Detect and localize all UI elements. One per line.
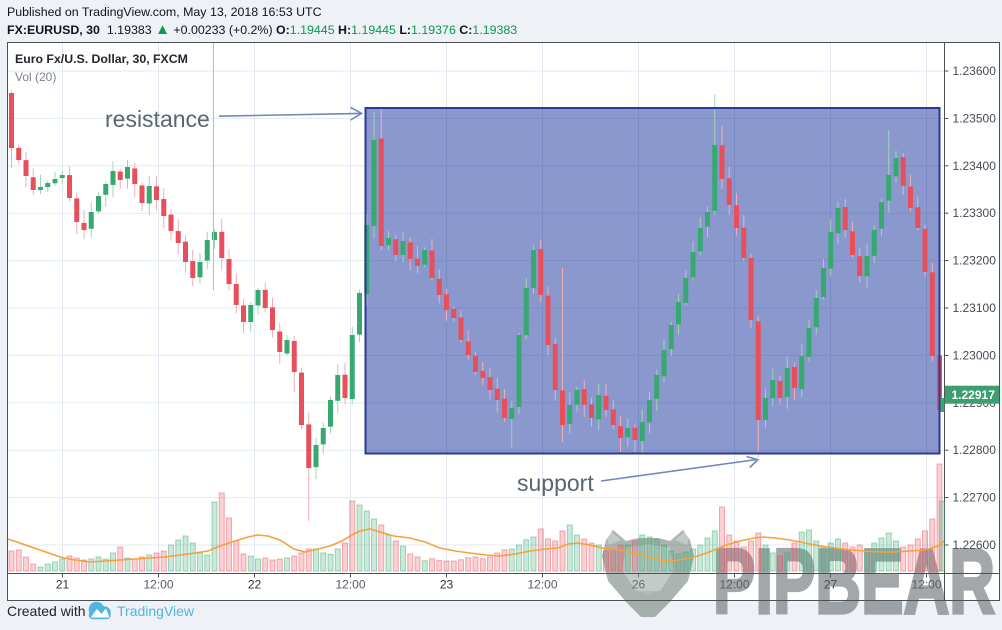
svg-text:1.22800: 1.22800	[953, 443, 997, 457]
svg-text:Published on TradingView.com,: Published on TradingView.com, May 13, 20…	[7, 5, 322, 19]
svg-text:1.23200: 1.23200	[953, 254, 997, 268]
svg-text:support: support	[517, 470, 594, 496]
svg-text:1.23500: 1.23500	[953, 111, 997, 125]
svg-text:22: 22	[248, 578, 262, 592]
svg-text:1.23600: 1.23600	[953, 64, 997, 78]
svg-text:27: 27	[824, 578, 838, 592]
svg-text:12:00: 12:00	[527, 578, 557, 592]
svg-text:1.23400: 1.23400	[953, 159, 997, 173]
svg-text:12:00: 12:00	[719, 578, 749, 592]
svg-text:FX:EURUSD, 30 1.19383 ▲ +0.00: FX:EURUSD, 30 1.19383 ▲ +0.00233 (+0.2%)…	[7, 21, 517, 38]
svg-text:Euro Fx/U.S. Dollar, 30, FXCM: Euro Fx/U.S. Dollar, 30, FXCM	[15, 52, 188, 66]
svg-text:1.23000: 1.23000	[953, 348, 997, 362]
svg-text:TradingView: TradingView	[117, 603, 195, 619]
svg-text:23: 23	[440, 578, 454, 592]
svg-text:1.22917: 1.22917	[952, 388, 996, 402]
svg-text:12:00: 12:00	[335, 578, 365, 592]
svg-text:1.23100: 1.23100	[953, 301, 997, 315]
svg-text:12:00: 12:00	[143, 578, 173, 592]
svg-text:21: 21	[56, 578, 70, 592]
svg-text:1.22700: 1.22700	[953, 491, 997, 505]
svg-text:Vol (20): Vol (20)	[15, 70, 56, 84]
svg-text:resistance: resistance	[105, 106, 210, 132]
svg-text:1.22600: 1.22600	[953, 538, 997, 552]
svg-text:Created with: Created with	[7, 603, 86, 619]
svg-text:1.23300: 1.23300	[953, 206, 997, 220]
svg-text:12:00: 12:00	[911, 578, 941, 592]
svg-text:PIPBEAR: PIPBEAR	[713, 529, 995, 630]
